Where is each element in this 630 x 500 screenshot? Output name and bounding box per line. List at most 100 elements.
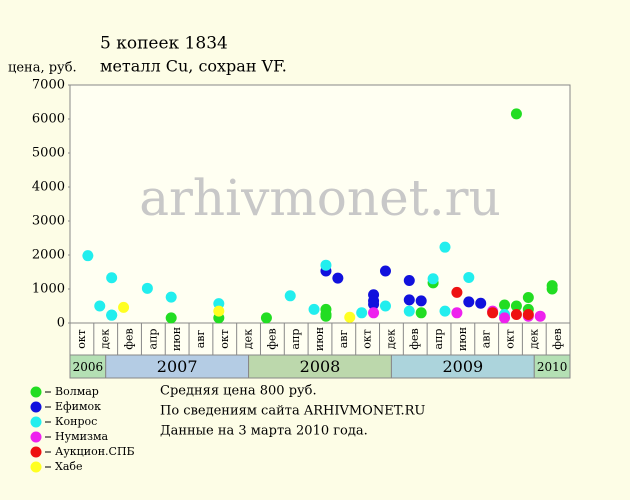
- legend-label: Хабе: [55, 460, 83, 473]
- point: [403, 275, 415, 286]
- legend-label: Ефимок: [55, 400, 101, 413]
- point: [522, 309, 534, 320]
- point: [451, 307, 463, 319]
- point: [499, 299, 511, 311]
- month-label: окт: [75, 329, 88, 349]
- y-tick-label: 5000: [32, 146, 65, 161]
- year-label: 2008: [300, 357, 341, 376]
- point: [332, 272, 344, 284]
- month-label: дек: [527, 329, 540, 349]
- month-label: окт: [503, 329, 516, 349]
- y-tick-label: 7000: [32, 78, 65, 93]
- legend-marker: [30, 401, 42, 413]
- point: [546, 280, 558, 292]
- point: [510, 309, 522, 320]
- note: Средняя цена 800 руб.: [160, 384, 317, 399]
- month-label: июн: [313, 327, 326, 351]
- point: [368, 298, 380, 310]
- point: [510, 108, 522, 120]
- month-row: [69, 322, 571, 356]
- month-label: фев: [123, 328, 136, 349]
- point: [260, 312, 272, 324]
- point: [510, 300, 522, 312]
- point: [487, 307, 499, 319]
- point: [356, 307, 368, 319]
- point: [368, 307, 380, 319]
- point: [379, 300, 391, 312]
- point: [439, 241, 451, 253]
- watermark: arhivmonet.ru: [139, 169, 501, 227]
- legend-label: Нумизма: [55, 430, 109, 443]
- legend-marker: [30, 446, 42, 458]
- y-tick-label: 6000: [32, 112, 65, 127]
- legend-label: Волмар: [55, 385, 99, 398]
- legend-marker: [30, 461, 42, 473]
- note: Данные на 3 марта 2010 года.: [160, 424, 368, 439]
- year-label: 2007: [157, 357, 198, 376]
- point: [522, 292, 534, 303]
- month-label: окт: [361, 329, 374, 349]
- legend-label: Аукцион.СПБ: [55, 445, 135, 458]
- point: [415, 295, 427, 307]
- month-label: июн: [170, 327, 183, 351]
- point: [451, 286, 463, 298]
- month-label: фев: [551, 328, 564, 349]
- point: [403, 305, 415, 317]
- y-tick-label: 1000: [32, 282, 65, 297]
- point: [284, 290, 296, 302]
- point: [118, 301, 130, 313]
- point: [463, 271, 475, 283]
- month-label: авг: [480, 330, 493, 349]
- y-axis-label: цена, руб.: [8, 61, 77, 76]
- month-label: окт: [218, 329, 231, 349]
- point: [165, 291, 177, 303]
- month-label: июн: [456, 327, 469, 351]
- point: [320, 310, 332, 322]
- point: [475, 297, 487, 309]
- legend-marker: [30, 386, 42, 398]
- year-label: 2006: [73, 360, 104, 374]
- point: [165, 312, 177, 324]
- point: [308, 303, 320, 315]
- legend-marker: [30, 431, 42, 443]
- point: [320, 259, 332, 271]
- point: [439, 305, 451, 317]
- point: [403, 294, 415, 306]
- y-tick-label: 0: [57, 316, 65, 331]
- point: [415, 307, 427, 319]
- point: [213, 305, 225, 317]
- month-label: апр: [432, 329, 445, 350]
- point: [106, 309, 118, 321]
- month-label: авг: [194, 330, 207, 349]
- y-tick-label: 2000: [32, 248, 65, 263]
- note: По сведениям сайта ARHIVMONET.RU: [160, 404, 425, 419]
- month-label: фев: [408, 328, 421, 349]
- month-label: дек: [99, 329, 112, 349]
- legend-label: Конрос: [55, 415, 97, 428]
- point: [379, 265, 391, 277]
- y-tick-label: 4000: [32, 180, 65, 195]
- chart-title: 5 копеек 1834: [100, 34, 228, 54]
- point: [499, 312, 511, 324]
- month-label: авг: [337, 330, 350, 349]
- point: [82, 250, 94, 262]
- point: [94, 300, 106, 312]
- month-label: апр: [289, 329, 302, 350]
- point: [106, 272, 118, 284]
- point: [463, 296, 475, 308]
- chart-subtitle: металл Cu, сохран VF.: [100, 57, 287, 76]
- year-label: 2009: [442, 357, 483, 376]
- point: [534, 310, 546, 322]
- plot-area: [69, 84, 571, 324]
- month-label: апр: [146, 329, 159, 350]
- point: [427, 273, 439, 285]
- legend-marker: [30, 416, 42, 428]
- point: [344, 311, 356, 323]
- month-label: дек: [384, 329, 397, 349]
- month-label: фев: [265, 328, 278, 349]
- point: [141, 282, 153, 294]
- month-label: дек: [242, 329, 255, 349]
- year-label: 2010: [537, 360, 568, 374]
- y-tick-label: 3000: [32, 214, 65, 229]
